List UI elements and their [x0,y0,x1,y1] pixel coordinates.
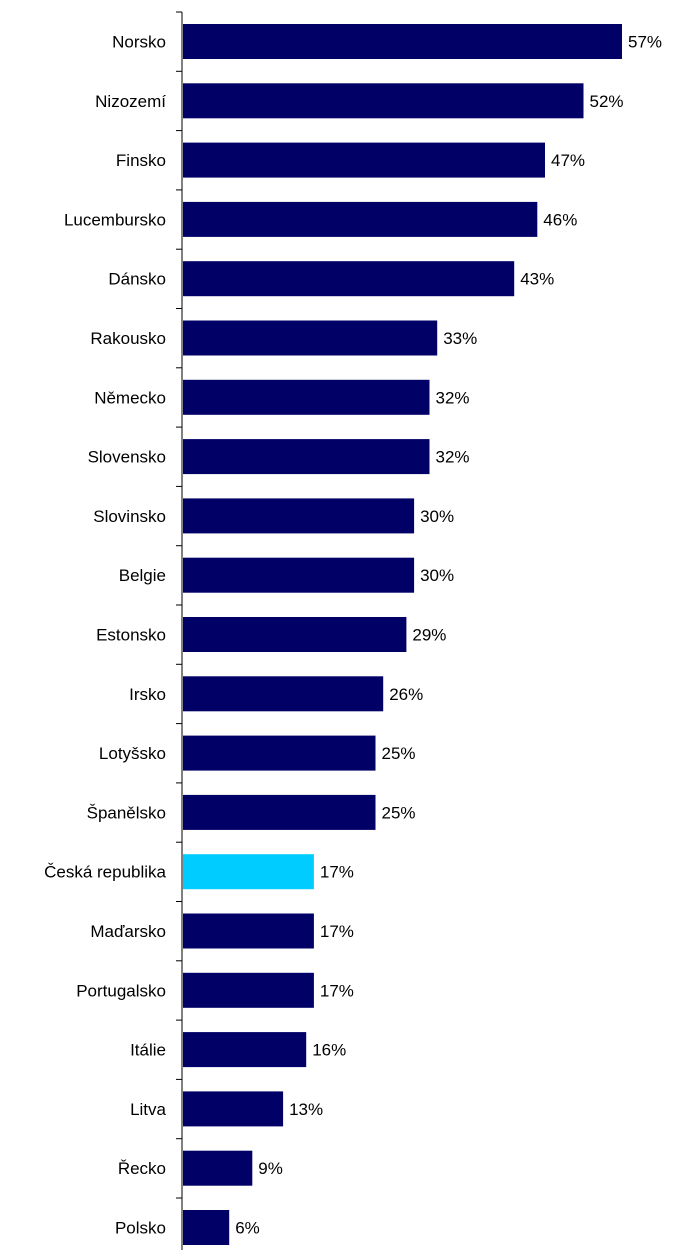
bar-19 [183,1150,253,1186]
bar-17 [183,1032,307,1068]
value-label: 43% [520,270,554,289]
bar-5 [183,320,438,356]
category-label: Česká republika [44,863,166,882]
category-label: Polsko [115,1219,166,1238]
category-label: Španělsko [87,803,166,822]
category-label: Finsko [116,151,166,170]
bar-7 [183,439,430,475]
value-label: 17% [320,863,354,882]
bar-1 [183,83,584,119]
category-label: Belgie [119,566,166,585]
value-label: 46% [543,210,577,229]
bar-20 [183,1210,230,1245]
bars-layer [183,24,622,1245]
bar-18 [183,1091,284,1127]
value-label: 16% [312,1041,346,1060]
category-label: Irsko [129,685,166,704]
bar-0 [183,24,622,59]
category-label: Nizozemí [95,92,166,111]
category-label: Dánsko [108,270,166,289]
value-label: 13% [289,1100,323,1119]
bar-12 [183,735,376,771]
category-label: Lucembursko [64,210,166,229]
category-label: Lotyšsko [99,744,166,763]
value-label: 47% [551,151,585,170]
bar-11 [183,676,384,712]
value-label: 29% [412,626,446,645]
labels-layer: Norsko 57% Nizozemí 52% Finsko 47% Lucembursko… [44,33,662,1238]
category-label: Litva [130,1100,166,1119]
value-label: 30% [420,507,454,526]
value-label: 25% [382,744,416,763]
value-label: 9% [258,1159,283,1178]
category-label: Itálie [130,1041,166,1060]
category-label: Estonsko [96,626,166,645]
category-label: Portugalsko [76,981,166,1000]
category-label: Slovinsko [93,507,166,526]
axis-layer [176,11,183,1250]
bar-3 [183,201,538,237]
bar-15 [183,913,314,949]
category-label: Norsko [112,33,166,52]
value-label: 32% [436,448,470,467]
bar-14 [183,854,314,890]
value-label: 17% [320,981,354,1000]
bar-8 [183,498,415,534]
value-label: 57% [628,33,662,52]
bar-10 [183,617,407,652]
value-label: 33% [443,329,477,348]
value-label: 30% [420,566,454,585]
bar-6 [183,379,430,415]
bar-9 [183,557,415,593]
bar-4 [183,261,515,297]
value-label: 6% [235,1219,260,1238]
value-label: 26% [389,685,423,704]
value-label: 52% [590,92,624,111]
value-label: 32% [436,388,470,407]
value-label: 25% [382,803,416,822]
category-label: Maďarsko [90,922,166,941]
bar-13 [183,794,376,830]
category-label: Slovensko [88,448,166,467]
bar-16 [183,972,314,1008]
category-label: Německo [94,388,166,407]
value-label: 17% [320,922,354,941]
category-label: Řecko [118,1159,166,1178]
bar-2 [183,142,545,178]
category-label: Rakousko [90,329,166,348]
